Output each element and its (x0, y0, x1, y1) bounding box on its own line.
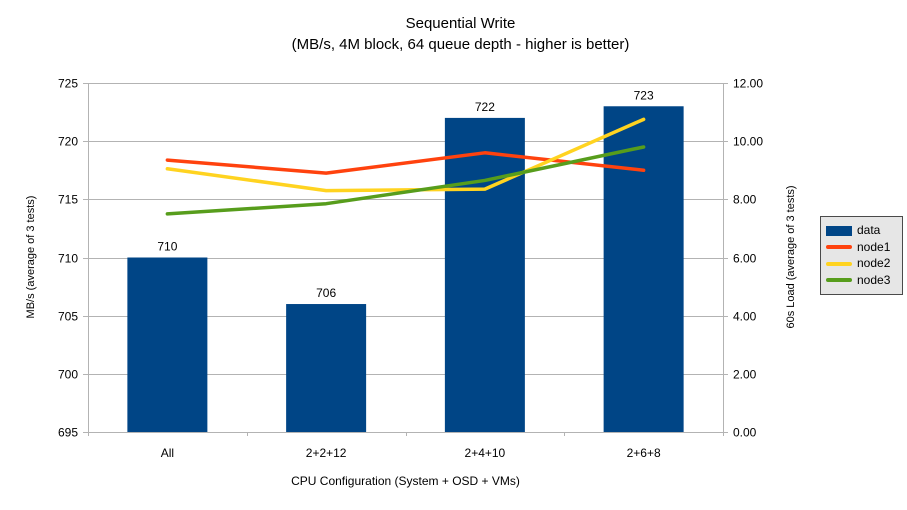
left-axis-tick-label: 710 (58, 252, 78, 266)
line-series-node2 (165, 117, 646, 193)
bar-2+6+8 (603, 106, 684, 433)
right-axis-tick-label: 8.00 (733, 193, 757, 207)
right-axis-tick-label: 12.00 (733, 77, 763, 91)
bar-value-label: 722 (475, 100, 495, 114)
legend: data node1 node2 node3 (820, 216, 903, 295)
line-series-node3 (165, 145, 646, 216)
legend-swatch-node1 (826, 245, 852, 250)
legend-item-node3: node3 (826, 272, 897, 287)
right-axis-tick-label: 6.00 (733, 252, 757, 266)
x-category-label: 2+4+10 (465, 446, 506, 460)
chart-title-block: Sequential Write (MB/s, 4M block, 64 que… (14, 13, 907, 55)
x-category-label: 2+2+12 (306, 446, 347, 460)
left-axis-tick-label: 720 (58, 135, 78, 149)
axes (88, 83, 724, 436)
bar-value-label: 710 (157, 240, 177, 254)
bar-series-data: 710 706 722 723 (127, 88, 684, 433)
legend-label: node3 (857, 272, 891, 287)
left-axis-tick-label: 715 (58, 193, 78, 207)
left-axis-tick-label: 725 (58, 77, 78, 91)
bar-2+4+10 (444, 117, 525, 433)
right-axis-tick-label: 10.00 (733, 135, 763, 149)
left-axis-tick-label: 705 (58, 310, 78, 324)
x-axis-title: CPU Configuration (System + OSD + VMs) (291, 474, 520, 488)
legend-swatch-data (826, 225, 852, 236)
bar-value-label: 706 (316, 286, 336, 300)
legend-item-node1: node1 (826, 239, 897, 254)
x-category-label: 2+6+8 (627, 446, 661, 460)
legend-label: data (857, 223, 881, 237)
line-series-node1 (165, 151, 646, 175)
legend-swatch-node2 (826, 261, 852, 266)
chart-title: Sequential Write (405, 15, 516, 32)
bar-All (127, 257, 208, 432)
legend-swatch-node3 (826, 278, 852, 283)
left-axis-tick-label: 700 (58, 368, 78, 382)
chart-subtitle: (MB/s, 4M block, 64 queue depth - higher… (291, 36, 630, 53)
legend-item-data: data (826, 224, 897, 237)
right-axis-tick-label: 2.00 (733, 368, 757, 382)
legend-item-node2: node2 (826, 257, 897, 270)
left-axis-tick-label: 695 (58, 426, 78, 440)
right-axis-tick-label: 0.00 (733, 426, 757, 440)
right-axis-tick-label: 4.00 (733, 310, 757, 324)
legend-label: node1 (857, 239, 891, 254)
bar-value-label: 723 (634, 88, 654, 102)
bar-2+2+12 (286, 304, 367, 432)
x-category-label: All (161, 446, 174, 460)
legend-label: node2 (857, 256, 891, 271)
